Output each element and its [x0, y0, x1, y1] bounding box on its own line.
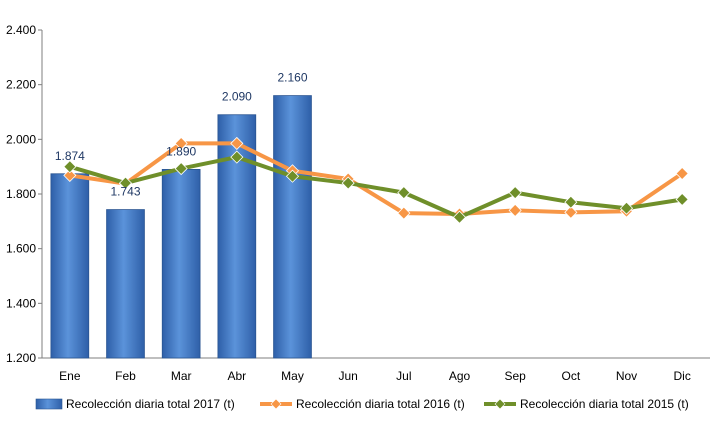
y-tick-label: 1.400	[6, 296, 36, 310]
y-tick-label: 1.200	[6, 351, 36, 365]
series-point	[341, 176, 355, 190]
legend: Recolección diaria total 2017 (t) Recolec…	[35, 397, 689, 411]
bar	[106, 209, 145, 359]
series-point	[564, 195, 578, 209]
x-tick-label: Abr	[227, 369, 246, 383]
series-point	[63, 168, 77, 182]
x-tick-label: May	[281, 369, 304, 383]
y-tick-label: 2.400	[6, 23, 36, 37]
data-label: 1.890	[166, 144, 196, 158]
x-tick-label: Feb	[115, 369, 136, 383]
bar	[161, 168, 201, 359]
series-point	[564, 205, 578, 219]
series-point	[118, 176, 133, 190]
x-tick-label: Dic	[673, 369, 690, 383]
series-point	[230, 150, 244, 164]
series-point	[452, 210, 467, 224]
series-point	[174, 136, 188, 150]
series-line	[69, 141, 684, 216]
series-line	[69, 155, 683, 220]
x-tick-label: Nov	[616, 369, 637, 383]
x-tick-label: Sep	[504, 369, 526, 383]
line-series	[63, 136, 689, 224]
legend-marker	[270, 398, 282, 410]
legend-label: Recolección diaria total 2017 (t)	[66, 397, 235, 411]
data-label: 1.743	[110, 185, 140, 199]
x-tick-label: Jul	[396, 369, 411, 383]
series-point	[285, 169, 300, 183]
series-point	[675, 166, 689, 181]
data-label: 1.874	[55, 149, 85, 163]
data-label: 2.160	[277, 71, 307, 85]
x-tick-label: Mar	[171, 369, 192, 383]
legend-swatch	[35, 398, 63, 410]
series-point	[508, 186, 522, 200]
legend-label: Recolección diaria total 2016 (t)	[296, 397, 465, 411]
series-point	[397, 206, 411, 220]
series-point	[675, 192, 689, 207]
bar-series	[50, 95, 312, 359]
x-tick-label: Jun	[338, 369, 357, 383]
x-tick-label: Ene	[59, 369, 81, 383]
x-tick-label: Oct	[561, 369, 580, 383]
series-point	[230, 136, 244, 150]
series-point	[397, 186, 411, 200]
series-point	[63, 160, 77, 174]
y-tick-label: 2.000	[6, 132, 36, 146]
y-tick-label: 2.200	[6, 78, 36, 92]
series-point	[619, 201, 634, 215]
y-tick-label: 1.800	[6, 187, 36, 201]
x-tick-label: Ago	[449, 369, 471, 383]
data-label: 2.090	[222, 90, 252, 104]
y-tick-label: 1.600	[6, 242, 36, 256]
bar	[273, 95, 312, 359]
axes: 1.200 1.400 1.600 1.800 2.000 2.200 2.400 Ene Fe…	[6, 23, 710, 383]
legend-marker	[494, 398, 506, 410]
data-labels: 1.874 1.743 1.890 2.090 2.160	[55, 71, 308, 199]
series-point	[174, 162, 188, 176]
series-point	[508, 203, 522, 217]
bar	[50, 173, 90, 359]
legend-label: Recolección diaria total 2015 (t)	[520, 397, 689, 411]
